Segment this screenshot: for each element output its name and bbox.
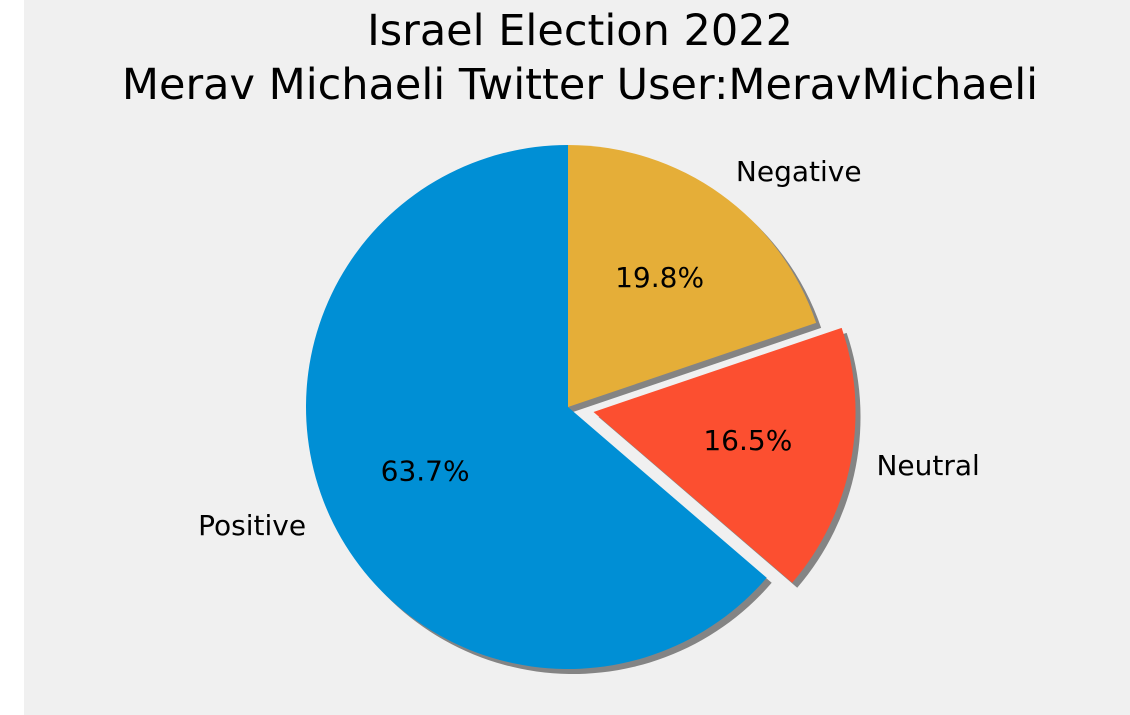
- slice-percent-positive: 63.7%: [381, 455, 470, 488]
- slices: [306, 145, 856, 670]
- pie-chart: Israel Election 2022 Merav Michaeli Twit…: [122, 6, 1038, 675]
- chart-title: Israel Election 2022: [367, 6, 793, 56]
- pie-slice-neutral: [593, 327, 856, 583]
- slice-percent-negative: 19.8%: [615, 261, 704, 294]
- slice-label-positive: Positive: [198, 509, 306, 542]
- chart-subtitle: Merav Michaeli Twitter User:MeravMichael…: [122, 60, 1038, 110]
- slice-label-neutral: Neutral: [876, 449, 979, 482]
- pie-slice-negative: [568, 145, 817, 407]
- slice-percent-neutral: 16.5%: [703, 424, 792, 457]
- labels: Positive 63.7% Neutral 16.5% Negative 19.8%: [198, 155, 980, 542]
- pie-slice-positive: [306, 145, 767, 670]
- chart-figure: Israel Election 2022 Merav Michaeli Twit…: [24, 0, 1130, 715]
- slice-label-negative: Negative: [736, 155, 862, 188]
